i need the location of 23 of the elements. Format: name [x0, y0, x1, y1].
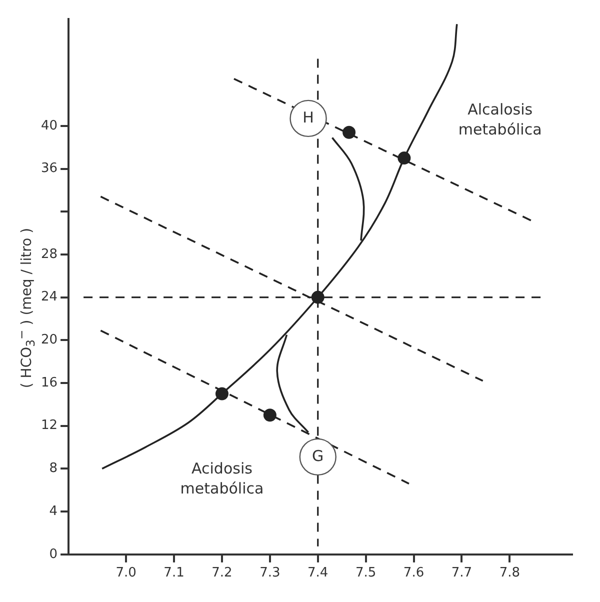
annotation: Acidosis metabólica	[180, 459, 264, 498]
annotation: Alcalosis metabólica	[458, 100, 542, 138]
x-tick-label: 7.2	[212, 566, 232, 581]
y-tick-label: 36	[40, 161, 58, 176]
x-tick-label: 7.4	[308, 566, 328, 581]
y-tick-label: 16	[40, 375, 58, 390]
y-tick-label: 8	[49, 461, 58, 476]
y-tick-label: 24	[40, 290, 58, 305]
y-tick-label: 4	[49, 504, 58, 519]
x-tick-label: 7.3	[260, 566, 280, 581]
x-tick-label: 7.0	[116, 566, 136, 581]
annotation: H	[302, 108, 314, 126]
y-tick-label: 40	[40, 118, 58, 134]
y-tick-label: 28	[40, 246, 58, 262]
annotation: G	[312, 446, 324, 465]
y-tick-label: 0	[49, 546, 58, 562]
x-tick-label: 7.5	[355, 566, 376, 581]
y-tick-label: 12	[40, 418, 58, 434]
x-tick-label: 7.1	[164, 566, 184, 581]
x-tick-label: 7.7	[451, 566, 472, 581]
x-tick-label: 7.6	[403, 566, 424, 581]
y-tick-label: 20	[40, 332, 58, 348]
x-tick-label: 7.8	[499, 566, 520, 581]
